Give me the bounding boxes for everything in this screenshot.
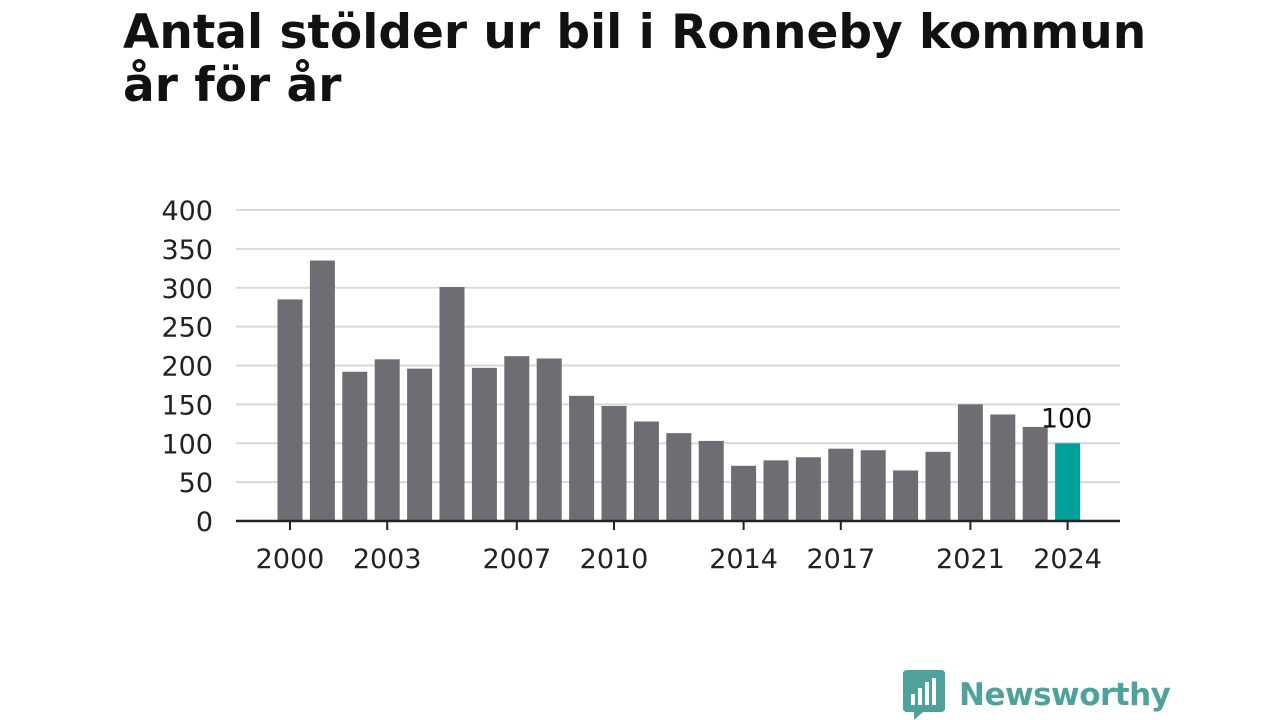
- y-tick-label: 300: [161, 274, 213, 305]
- bar-2022: [990, 414, 1016, 521]
- y-tick-label: 250: [161, 313, 213, 344]
- y-tick-label: 200: [161, 352, 213, 383]
- bar-2009: [569, 395, 595, 521]
- bar-2001: [309, 260, 335, 521]
- bar-2006: [471, 367, 497, 521]
- bar-2003: [374, 359, 400, 521]
- bar-2000: [277, 299, 303, 521]
- bars: [277, 260, 1081, 521]
- bar-2014: [731, 465, 757, 521]
- brand-logo: Newsworthy: [903, 670, 1171, 720]
- bar-2017: [828, 448, 854, 521]
- y-tick-label: 400: [161, 196, 213, 227]
- bar-2005: [439, 286, 465, 521]
- x-tick-label: 2010: [580, 544, 649, 575]
- x-tick-label: 2017: [806, 544, 875, 575]
- y-axis: 0 50 100 150 200 250 300 350 400: [161, 196, 213, 538]
- chart-title: Antal stölder ur bil i Ronneby kommun år…: [123, 6, 1183, 112]
- bar-2011: [633, 421, 659, 521]
- bar-2016: [795, 457, 821, 521]
- bar-2008: [536, 358, 562, 521]
- bar-2024: [1055, 443, 1081, 521]
- bar-2004: [407, 368, 433, 521]
- bar-2020: [925, 451, 951, 521]
- x-tick-label: 2024: [1033, 544, 1102, 575]
- brand-name: Newsworthy: [959, 677, 1171, 713]
- bar-2018: [860, 450, 886, 521]
- x-tick-label: 2007: [482, 544, 551, 575]
- newsworthy-logo-icon: [903, 670, 945, 720]
- y-tick-label: 350: [161, 235, 213, 266]
- chart-title-line-2: år för år: [123, 58, 342, 113]
- data-labels: 100: [1041, 403, 1093, 434]
- bar-2021: [957, 404, 983, 521]
- y-tick-label: 100: [161, 429, 213, 460]
- gridlines: [236, 209, 1120, 484]
- bar-2012: [666, 433, 692, 521]
- x-tick-label: 2021: [936, 544, 1005, 575]
- bar-2002: [342, 371, 368, 521]
- bar-2023: [1022, 426, 1048, 521]
- chart-title-line-1: Antal stölder ur bil i Ronneby kommun: [123, 5, 1147, 60]
- bar-2013: [698, 440, 724, 521]
- x-tick-label: 2000: [256, 544, 325, 575]
- bar-2015: [763, 460, 789, 521]
- y-tick-label: 50: [179, 468, 213, 499]
- bar-2007: [504, 356, 530, 521]
- x-tick-label: 2014: [709, 544, 778, 575]
- bar-2019: [893, 470, 919, 521]
- y-tick-label: 0: [196, 507, 213, 538]
- bar-2010: [601, 405, 627, 521]
- y-tick-label: 150: [161, 390, 213, 421]
- x-tick-label: 2003: [353, 544, 422, 575]
- data-label: 100: [1041, 403, 1093, 434]
- x-axis: 2000 2003 2007 2010 2014 2017 2021 2024: [236, 519, 1120, 575]
